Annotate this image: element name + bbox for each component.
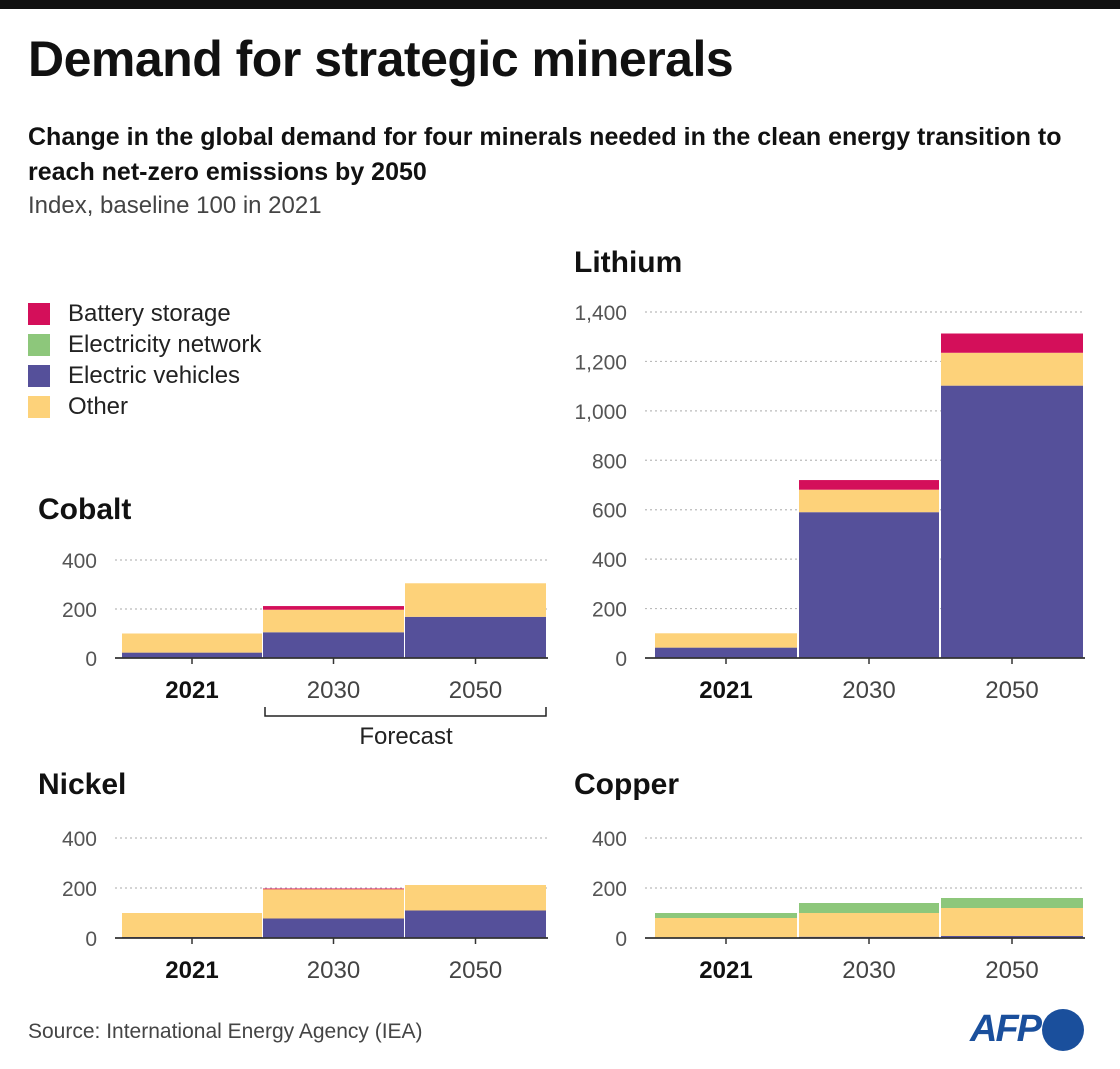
bar-segment-other [263,609,404,633]
bar-segment-electric-vehicles [655,647,797,658]
y-tick-label: 800 [592,450,627,473]
x-tick-label: 2021 [699,957,752,984]
bar-segment-electric-vehicles [941,936,1083,938]
panel-title-copper: Copper [574,768,679,801]
x-tick-label: 2030 [842,677,895,704]
bar-segment-battery-storage [263,888,404,890]
y-tick-label: 1,400 [574,302,627,325]
legend-item-other: Other [28,391,261,422]
bar-segment-electric-vehicles [799,512,939,658]
bar-segment-other [122,633,262,653]
y-tick-label: 200 [592,599,627,622]
y-tick-label: 200 [62,878,97,901]
bar-segment-other [799,913,939,937]
legend-swatch [28,302,50,325]
x-tick-label: 2030 [307,677,360,704]
bar-segment-battery-storage [799,480,939,490]
x-tick-label: 2050 [449,957,502,984]
unit-label: Index, baseline 100 in 2021 [28,192,322,219]
y-tick-label: 0 [615,928,627,951]
source-note: Source: International Energy Agency (IEA… [28,1020,423,1043]
bar-segment-battery-storage [941,333,1083,353]
afp-logo-dot [1042,1008,1084,1051]
legend-item-battery-storage: Battery storage [28,298,261,329]
bar-segment-other [405,583,546,617]
forecast-bracket [264,707,547,717]
legend-item-electric-vehicles: Electric vehicles [28,360,261,391]
x-tick-label: 2050 [449,677,502,704]
forecast-label: Forecast [359,723,453,750]
legend-label: Other [68,392,129,420]
x-tick-label: 2021 [699,677,752,704]
afp-logo: AFP [970,1008,1084,1051]
y-tick-label: 0 [85,648,97,671]
x-tick-label: 2021 [165,957,218,984]
bar-segment-other [122,913,262,937]
panel-title-nickel: Nickel [38,768,127,801]
bar-segment-other [405,885,546,911]
y-tick-label: 0 [615,648,627,671]
bar-segment-electricity-network [655,913,797,918]
legend-label: Battery storage [68,299,231,327]
bar-segment-electric-vehicles [122,652,262,658]
x-tick-label: 2030 [842,957,895,984]
bar-segment-electric-vehicles [405,616,546,658]
bar-segment-other [655,633,797,648]
bar-segment-other [799,489,939,513]
y-tick-label: 1,200 [574,351,627,374]
panel-title-lithium: Lithium [574,246,683,279]
bar-segment-other [941,352,1083,386]
x-tick-label: 2021 [165,677,218,704]
bar-segment-other [655,918,797,938]
x-tick-label: 2050 [985,957,1038,984]
legend-label: Electricity network [68,330,262,358]
legend-label: Electric vehicles [68,361,241,389]
chart-subtitle: Change in the global demand for four min… [28,123,1062,186]
y-tick-label: 200 [592,878,627,901]
legend-swatch [28,333,50,356]
top-bar [0,0,1120,9]
legend: Battery storage Electricity network Elec… [28,298,261,422]
bar-segment-electric-vehicles [263,632,404,658]
bar-segment-battery-storage [263,606,404,610]
bar-segment-electric-vehicles [405,910,546,938]
y-tick-label: 400 [62,550,97,573]
panel-title-cobalt: Cobalt [38,493,132,526]
y-tick-label: 600 [592,500,627,523]
x-tick-label: 2030 [307,957,360,984]
bar-segment-other [263,889,404,919]
y-tick-label: 400 [592,549,627,572]
bar-segment-other [941,908,1083,936]
bar-segment-electricity-network [799,903,939,913]
bar-segment-electric-vehicles [263,918,404,938]
y-tick-label: 400 [62,828,97,851]
y-tick-label: 200 [62,599,97,622]
bar-segment-electric-vehicles [941,385,1083,658]
y-tick-label: 400 [592,828,627,851]
y-tick-label: 0 [85,928,97,951]
legend-item-electricity-network: Electricity network [28,329,261,360]
afp-logo-text: AFP [970,1008,1042,1050]
y-tick-label: 1,000 [574,401,627,424]
legend-swatch [28,364,50,387]
legend-swatch [28,395,50,418]
chart-title: Demand for strategic minerals [28,31,734,87]
x-tick-label: 2050 [985,677,1038,704]
bar-segment-electricity-network [941,898,1083,908]
